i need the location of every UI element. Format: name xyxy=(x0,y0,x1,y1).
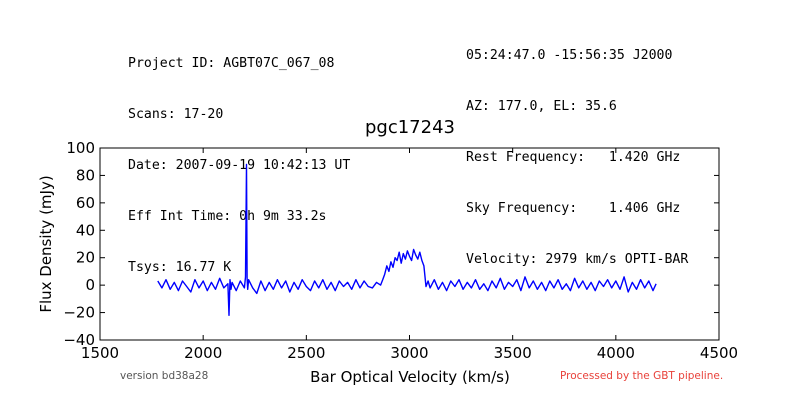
y-tick-label: −40 xyxy=(63,331,95,349)
pipeline-credit: Processed by the GBT pipeline. xyxy=(560,370,724,382)
y-tick-label: 40 xyxy=(76,221,95,239)
observation-info-left: Project ID: AGBT07C_067_08 Scans: 17-20 … xyxy=(128,21,350,310)
x-tick-label: 4500 xyxy=(700,344,738,362)
tsys-text: Tsys: 16.77 K xyxy=(128,260,232,275)
plot-area: 1500 2000 2500 3000 3500 4000 4500 −40 −20 0 20 40 6… xyxy=(63,139,738,362)
y-axis-label: Flux Density (mJy) xyxy=(37,175,55,312)
coordinates-text: 05:24:47.0 -15:56:35 J2000 xyxy=(466,48,673,63)
velocity-text: Velocity: 2979 km/s OPTI-BAR xyxy=(466,252,689,267)
plot-frame xyxy=(99,147,720,341)
x-tick-label: 3000 xyxy=(390,344,428,362)
az-el-text: AZ: 177.0, EL: 35.6 xyxy=(466,99,617,114)
rest-frequency-text: Rest Frequency: 1.420 GHz xyxy=(466,150,681,165)
y-tick-label: −20 xyxy=(63,304,95,322)
date-text: Date: 2007-09-19 10:42:13 UT xyxy=(128,158,351,173)
scans-text: Scans: 17-20 xyxy=(128,107,224,122)
chart-title: pgc17243 xyxy=(365,117,455,138)
observation-info-right: 05:24:47.0 -15:56:35 J2000 AZ: 177.0, EL… xyxy=(466,13,688,302)
x-tick-label: 2000 xyxy=(184,344,222,362)
x-tick-label: 4000 xyxy=(597,344,635,362)
y-tick-label: 0 xyxy=(85,276,95,294)
x-tick-label: 2500 xyxy=(287,344,325,362)
project-id-text: Project ID: AGBT07C_067_08 xyxy=(128,56,335,71)
version-label: version bd38a28 xyxy=(120,370,209,382)
x-tick-label: 1500 xyxy=(81,344,119,362)
series-line-0 xyxy=(157,163,657,316)
x-tick-label: 3500 xyxy=(494,344,532,362)
x-axis-label: Bar Optical Velocity (km/s) xyxy=(310,368,510,386)
sky-frequency-text: Sky Frequency: 1.406 GHz xyxy=(466,201,681,216)
y-tick-label: 60 xyxy=(76,194,95,212)
y-tick-label: 80 xyxy=(76,166,95,184)
y-tick-label: 100 xyxy=(66,139,95,157)
y-tick-label: 20 xyxy=(76,249,95,267)
